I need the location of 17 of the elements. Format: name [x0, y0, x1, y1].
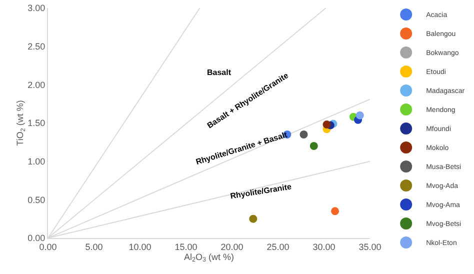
x-tick-label: 15.00: [174, 242, 198, 252]
y-tick-label: 2.00: [28, 80, 46, 90]
y-tick-label: 3.00: [28, 3, 46, 14]
x-tick-label: 25.00: [266, 242, 290, 252]
y-tick-label: 0.00: [28, 233, 46, 244]
annotation: Basalt: [207, 68, 232, 77]
x-tick-label: 5.00: [85, 242, 103, 252]
y-tick-label: 1.00: [28, 156, 46, 166]
y-tick-label: 1.50: [28, 118, 46, 128]
y-tick-label: 0.50: [28, 194, 46, 205]
x-tick-label: 30.00: [312, 242, 336, 252]
y-tick-label: 2.50: [28, 41, 46, 52]
x-tick-label: 10.00: [128, 242, 152, 252]
x-tick-label: 0.00: [39, 242, 57, 252]
x-tick-label: 35.00: [358, 242, 382, 252]
x-axis-title: Al$_{2}$O$_{3}$ (wt %): [184, 252, 234, 264]
x-tick-label: 20.00: [220, 242, 244, 252]
